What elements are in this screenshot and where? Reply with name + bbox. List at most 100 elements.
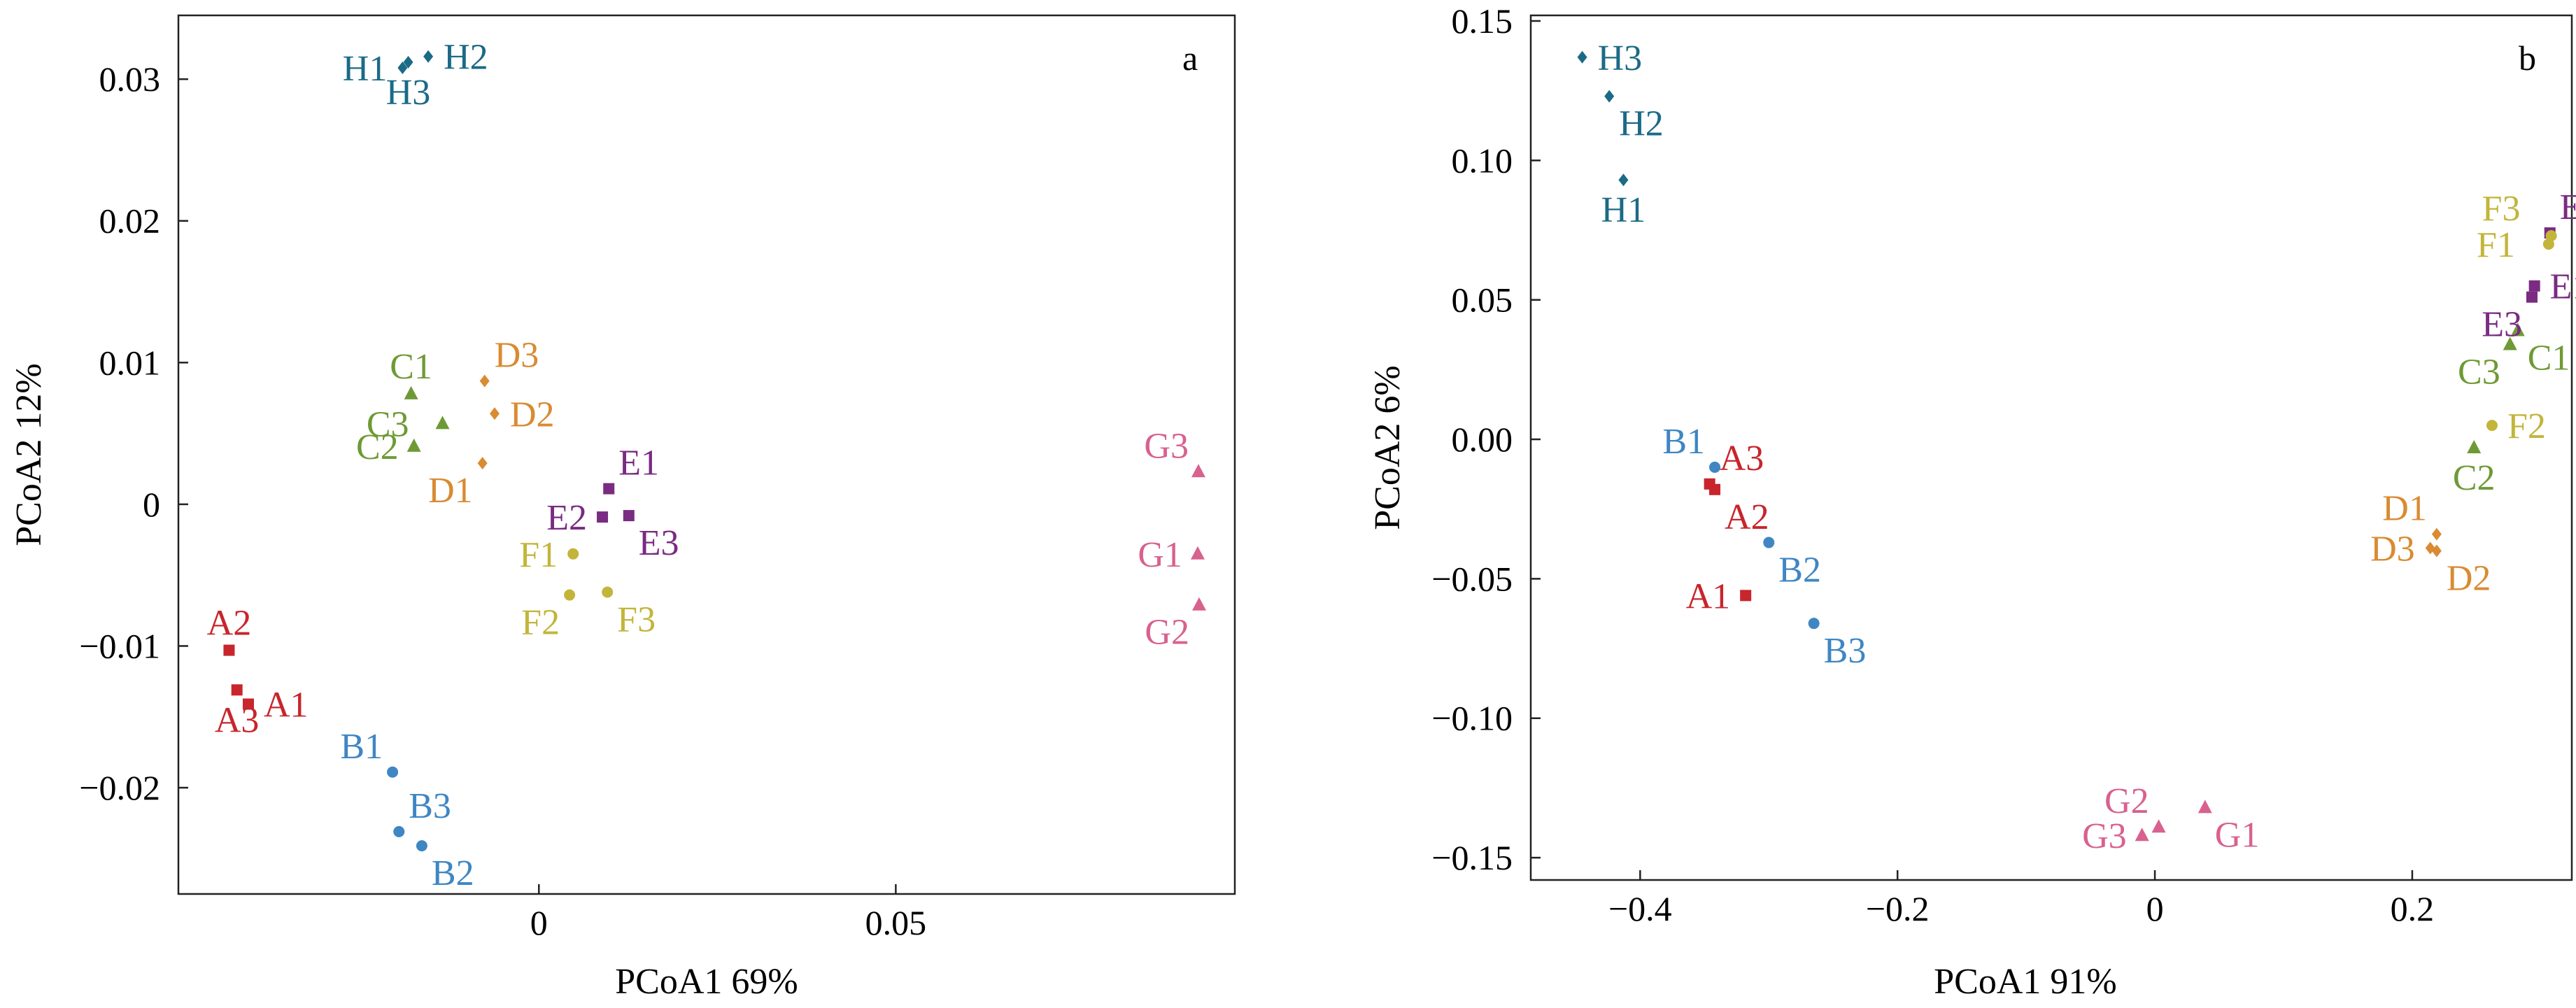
point-h1-label: H1: [343, 49, 388, 89]
panel-a-letter: a: [1182, 38, 1198, 78]
point-a2-marker: [223, 644, 235, 656]
point-a3-marker: [231, 684, 243, 696]
y-tick-label: −0.05: [1431, 559, 1513, 598]
point-c2-label: C2: [2453, 458, 2496, 498]
point-c3-label: C3: [367, 404, 409, 444]
y-tick-label: 0.01: [99, 343, 161, 382]
y-tick-label: 0: [143, 485, 160, 524]
panel-b-y-axis-label: PCoA2 6%: [1368, 365, 1408, 530]
panel-b-letter: b: [2519, 38, 2536, 78]
panel-a-x-axis-label: PCoA1 69%: [615, 962, 798, 1002]
point-c3-label: C3: [2458, 352, 2500, 392]
point-b2-marker: [416, 840, 427, 852]
point-h3-label: H3: [1598, 38, 1643, 78]
point-d2-label: D2: [510, 395, 555, 434]
point-d3-marker: [479, 374, 490, 388]
point-c1-marker: [404, 385, 418, 399]
point-b2-marker: [1763, 537, 1775, 548]
point-g3-marker: [2135, 828, 2149, 842]
point-h2-marker: [423, 50, 434, 63]
point-h3-marker: [1577, 50, 1587, 64]
point-b2-label: B2: [432, 853, 474, 893]
y-tick-label: 0.05: [1452, 281, 1513, 320]
point-b1-label: B1: [340, 727, 383, 767]
point-c2-marker: [406, 438, 421, 452]
point-b3-label: B3: [1824, 631, 1867, 671]
panel-a-plot-frame: [177, 14, 1236, 895]
point-f1-label: F1: [519, 535, 558, 575]
y-tick-label: 0.02: [99, 201, 161, 241]
y-tick-label: −0.02: [79, 768, 160, 807]
y-tick-label: 0.15: [1452, 1, 1513, 41]
point-b1-marker: [1709, 461, 1721, 473]
panel-b-plot-frame: [1529, 14, 2573, 881]
point-e1-marker: [2528, 280, 2540, 292]
point-f1-label: F1: [2477, 225, 2515, 265]
point-c2-label: C2: [356, 427, 399, 467]
point-a1-marker: [1740, 590, 1752, 602]
point-g1-label: G1: [2215, 815, 2260, 855]
y-tick-label: −0.01: [79, 626, 160, 665]
x-tick-label: 0: [530, 903, 548, 942]
point-d3-label: D3: [2370, 530, 2415, 569]
panel-b-x-axis-label: PCoA1 91%: [1934, 962, 2116, 1002]
point-a1-marker: [242, 698, 254, 710]
panel-a-chart: a PCoA1 69% PCoA2 12% 0 0.05 0.03 0.02 0.01 0…: [9, 14, 1236, 1002]
point-b3-label: B3: [409, 786, 451, 826]
point-g1-label: G1: [1138, 535, 1182, 575]
point-g1-marker: [1190, 546, 1205, 560]
point-b3-marker: [1808, 618, 1820, 630]
point-h1-marker: [397, 61, 408, 74]
point-f1-marker: [567, 548, 579, 560]
point-h2-marker: [1604, 90, 1615, 103]
point-g3-marker: [1191, 464, 1205, 478]
x-tick-label: −0.4: [1608, 889, 1672, 928]
point-f3-label: F3: [2482, 189, 2521, 229]
point-e1-label: E1: [2550, 267, 2576, 307]
panel-a-y-axis-label: PCoA2 12%: [9, 363, 49, 546]
point-e3-marker: [2526, 291, 2538, 303]
point-g1-marker: [2198, 800, 2212, 814]
point-f2-marker: [2486, 420, 2498, 432]
point-g2-marker: [1191, 597, 1206, 611]
point-e2-marker: [597, 511, 609, 523]
point-a1-label: A1: [264, 686, 309, 725]
point-d2-marker: [489, 407, 500, 420]
panel-b-chart: b PCoA1 91% PCoA2 6% −0.4 −0.2 0 0.2 0.15 0.1…: [1368, 1, 2576, 1002]
point-g2-label: G2: [1145, 613, 1189, 653]
x-tick-label: 0: [2146, 889, 2164, 928]
point-h2-label: H2: [1619, 104, 1664, 144]
point-h1-label: H1: [1601, 190, 1646, 230]
point-b3-marker: [393, 825, 405, 837]
point-c3-marker: [2503, 336, 2517, 350]
point-f2-label: F2: [2507, 406, 2546, 446]
point-d3-marker: [2425, 541, 2435, 555]
point-e2-label: E2: [2560, 187, 2576, 227]
y-tick-label: 0.00: [1452, 420, 1513, 459]
point-g2-marker: [2151, 819, 2166, 833]
point-d1-marker: [2431, 527, 2442, 541]
point-h3-marker: [403, 55, 413, 69]
y-tick-label: 0.03: [99, 59, 161, 99]
point-f3-label: F3: [617, 600, 656, 640]
point-d1-marker: [477, 457, 488, 470]
point-d2-label: D2: [2447, 559, 2491, 599]
point-d3-label: D3: [495, 336, 539, 376]
point-c1-marker: [2510, 322, 2525, 336]
y-tick-label: −0.15: [1431, 838, 1513, 877]
point-h1-marker: [1618, 173, 1629, 187]
point-a3-label: A3: [215, 700, 260, 740]
point-a1-label: A1: [1686, 576, 1731, 616]
point-d1-label: D1: [2382, 489, 2427, 529]
point-h3-label: H3: [386, 73, 431, 113]
point-e1-marker: [603, 483, 615, 495]
point-a2-label: A2: [1725, 497, 1769, 537]
x-tick-label: −0.2: [1866, 889, 1930, 928]
point-h2-label: H2: [444, 38, 488, 78]
point-c2-marker: [2467, 440, 2482, 453]
point-c1-label: C1: [390, 347, 432, 387]
point-g3-label: G3: [2082, 816, 2127, 856]
point-a3-label: A3: [1720, 439, 1764, 478]
point-e3-label: E3: [2482, 305, 2522, 345]
